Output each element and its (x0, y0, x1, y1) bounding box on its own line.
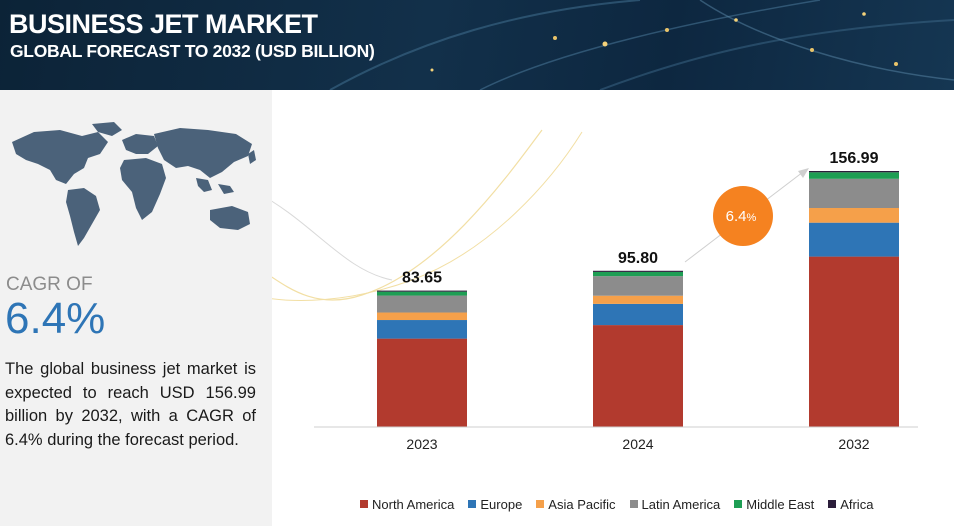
legend-item-north-america: North America (360, 497, 454, 512)
bar-2023-europe (377, 320, 467, 339)
bar-2024-africa (593, 270, 683, 272)
bar-2023-middle-east (377, 291, 467, 296)
legend-label-north-america: North America (372, 496, 455, 512)
cagr-bubble-suffix: % (747, 212, 757, 224)
legend-item-middle-east: Middle East (734, 497, 814, 512)
legend-swatch-europe (468, 500, 477, 508)
cagr-label: CAGR OF (6, 274, 93, 295)
legend-item-latin-america: Latin America (629, 496, 721, 512)
bar-2032-middle-east (809, 172, 899, 179)
page-title: BUSINESS JET MARKET (9, 9, 318, 39)
decorative-curve-2 (251, 131, 583, 301)
legend-label-africa: Africa (840, 496, 874, 512)
bar-2032-north-america (809, 256, 899, 427)
header-background-graphic (329, 0, 954, 90)
bar-2024-europe (593, 303, 683, 326)
cagr-value: 6.4% (5, 294, 106, 343)
world-map-icon (12, 122, 256, 246)
bar-2032-europe (809, 222, 899, 257)
legend-label-asia-pacific: Asia Pacific (548, 496, 616, 512)
bar-2024-asia-pacific (593, 295, 683, 304)
legend-item-africa: Africa (828, 497, 873, 512)
bar-2032-latin-america (809, 178, 899, 209)
bar-2032-africa (809, 171, 899, 173)
x-tick-label-2024: 2024 (622, 436, 653, 452)
legend-swatch-middle-east (734, 500, 743, 508)
total-label-2023: 83.65 (402, 270, 442, 287)
bars-layer (377, 171, 899, 427)
legend-swatch-asia-pacific (536, 500, 545, 508)
legend-label-latin-america: Latin America (641, 496, 721, 512)
bar-2023-latin-america (377, 295, 467, 313)
total-label-2024: 95.80 (618, 250, 658, 267)
legend-label-europe: Europe (480, 496, 523, 512)
cagr-arrow-head-icon (798, 168, 809, 178)
legend-swatch-africa (828, 500, 837, 508)
cagr-bubble-value: 6.4 (726, 208, 747, 225)
stacked-bar-chart: 83.65 2023 95.80 2024 156.99 2032 6.4% (241, 129, 918, 452)
x-tick-label-2023: 2023 (406, 436, 437, 452)
chart-area: 83.65 2023 95.80 2024 156.99 2032 6.4% (241, 90, 954, 526)
bar-2024-north-america (593, 325, 683, 427)
bar-2023-asia-pacific (377, 312, 467, 321)
legend-swatch-north-america (360, 500, 368, 508)
bar-2032-asia-pacific (809, 208, 899, 223)
svg-text:6.4%: 6.4% (726, 208, 757, 225)
legend-item-europe: Europe (468, 497, 522, 512)
total-label-2032: 156.99 (830, 150, 879, 167)
labels-layer: 83.65 2023 95.80 2024 156.99 2032 (402, 150, 879, 452)
header-banner: BUSINESS JET MARKET GLOBAL FORECAST TO 2… (0, 0, 954, 90)
bar-2023-north-america (377, 338, 467, 427)
legend-swatch-latin-america (629, 500, 638, 508)
summary-panel: CAGR OF 6.4% The global business jet mar… (0, 90, 272, 526)
x-tick-label-2032: 2032 (838, 436, 869, 452)
legend-label-middle-east: Middle East (746, 496, 815, 512)
legend-item-asia-pacific: Asia Pacific (536, 496, 616, 512)
cagr-annotation: 6.4% (684, 168, 809, 263)
bar-2023-africa (377, 290, 467, 292)
chart-legend: North America Europe Asia Pacific Latin Ame… (360, 496, 873, 512)
decorative-curve-3 (251, 189, 393, 281)
market-description: The global business jet market is expect… (5, 360, 256, 449)
bar-2024-middle-east (593, 271, 683, 277)
bar-2024-latin-america (593, 276, 683, 296)
cagr-bubble (713, 186, 773, 246)
page-subtitle: GLOBAL FORECAST TO 2032 (USD BILLION) (10, 41, 375, 61)
